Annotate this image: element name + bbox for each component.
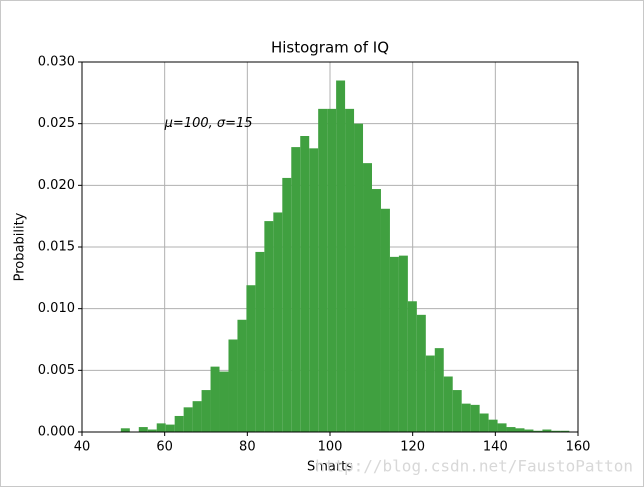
y-tick-label: 0.000 [38, 425, 75, 440]
bar [201, 390, 211, 432]
y-tick-label: 0.025 [38, 116, 75, 131]
watermark: http://blog.csdn.net/FaustoPatton [315, 457, 633, 476]
bar [273, 212, 283, 432]
bar [470, 404, 480, 432]
bar [506, 427, 516, 432]
bar [300, 136, 310, 432]
bar [416, 314, 426, 432]
y-tick-label: 0.030 [38, 55, 75, 70]
bar [327, 108, 337, 432]
x-tick-label: 40 [74, 440, 91, 455]
bar [282, 177, 292, 432]
bar [219, 371, 229, 432]
y-tick-label: 0.010 [38, 301, 75, 316]
bar [551, 430, 561, 432]
bar [345, 108, 355, 432]
bar [210, 366, 220, 432]
bar [147, 429, 157, 432]
bar [452, 390, 462, 432]
x-tick-label: 120 [400, 440, 425, 455]
bar [479, 413, 489, 432]
bar [488, 419, 498, 432]
chart-title: Histogram of IQ [271, 39, 389, 57]
bar [354, 123, 364, 433]
bar [407, 301, 417, 432]
bar [461, 403, 471, 432]
bar [398, 255, 408, 432]
bar [524, 429, 534, 432]
x-tick-label: 100 [318, 440, 343, 455]
bar [192, 401, 202, 432]
bar [371, 189, 381, 432]
plot-area: 40 60 80 100 120 140 160 0.000 0.005 0.010 0.015 0.… [38, 55, 591, 455]
bar [318, 108, 328, 432]
bar [380, 208, 390, 432]
y-tick-label: 0.020 [38, 178, 75, 193]
bar [237, 319, 247, 432]
bar [156, 423, 166, 432]
bar [389, 256, 399, 432]
bar [434, 348, 444, 432]
x-tick-label: 60 [156, 440, 173, 455]
axes-frame [81, 61, 579, 433]
x-axis-label: Smarts [307, 460, 353, 475]
y-tick-label: 0.005 [38, 363, 75, 378]
bar [542, 429, 552, 432]
bar [255, 251, 265, 432]
bar [497, 423, 507, 432]
bar [336, 80, 346, 432]
bar [183, 407, 193, 432]
y-tick-label: 0.015 [38, 240, 75, 255]
bar [560, 430, 570, 432]
bar [165, 424, 175, 432]
bar [246, 285, 256, 432]
bar [363, 163, 372, 432]
bar [228, 339, 238, 432]
bar [291, 147, 301, 432]
x-tick-label: 160 [566, 440, 591, 455]
bar [120, 428, 130, 432]
x-tick-label: 80 [239, 440, 256, 455]
bar [138, 427, 148, 432]
bar [425, 355, 435, 432]
y-axis-label: Probability [13, 212, 28, 281]
bar [309, 148, 319, 433]
bar [443, 376, 453, 432]
annotation: μ=100, σ=15 [164, 116, 253, 131]
bar [515, 428, 525, 432]
bar [533, 430, 543, 432]
bar [264, 221, 274, 432]
bar [174, 415, 184, 432]
x-tick-label: 140 [483, 440, 508, 455]
